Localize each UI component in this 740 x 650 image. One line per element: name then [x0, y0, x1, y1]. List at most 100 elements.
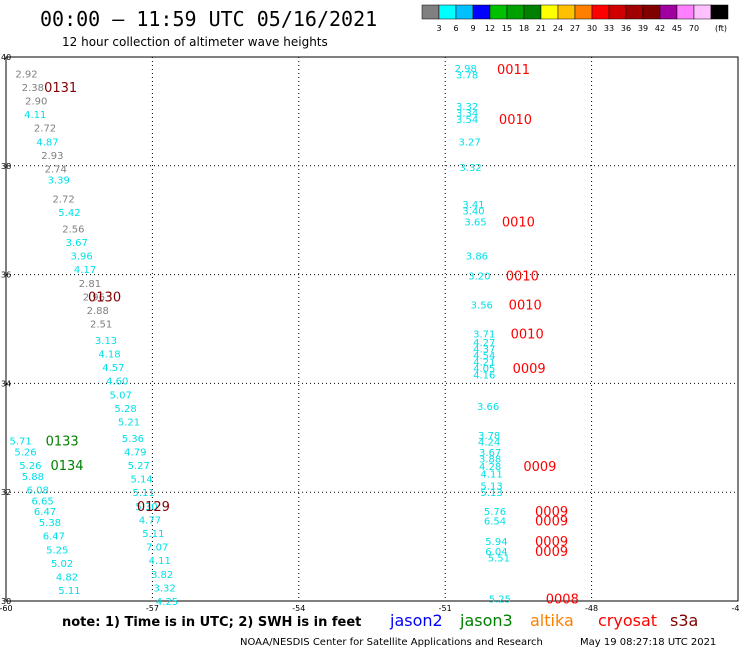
colorbar-swatch [693, 4, 712, 20]
swh-point: 3.67 [66, 238, 88, 249]
colorbar-swatch [523, 4, 542, 20]
swh-point: 6.54 [484, 516, 506, 527]
swh-point: 3.54 [456, 115, 478, 126]
pass-number-label: 0008 [546, 592, 579, 607]
swh-point: 3.40 [462, 206, 484, 217]
legend-altika: altika [530, 611, 574, 630]
colorbar-swatch [676, 4, 695, 20]
y-tick-label: 32 [1, 488, 11, 497]
pass-number-label: 0010 [509, 299, 542, 314]
colorbar-tick-label: 70 [689, 24, 699, 33]
colorbar-tick-label: 15 [502, 24, 512, 33]
swh-point: 7.07 [146, 543, 168, 554]
swh-point: 4.11 [24, 110, 46, 121]
swh-point: 4.54 [473, 351, 495, 362]
colorbar-swatch [540, 4, 559, 20]
swh-point: 2.51 [90, 320, 112, 331]
swh-point: 5.26 [14, 447, 36, 458]
swh-point: 5.14 [131, 475, 153, 486]
swh-point: 4.57 [102, 363, 124, 374]
pass-number-label: 0011 [497, 63, 530, 78]
pass-number-label: 0010 [502, 215, 535, 230]
swh-point: 4.79 [124, 447, 146, 458]
swh-point: 3.65 [464, 217, 486, 228]
swh-point: 3.96 [71, 252, 93, 263]
swh-point: 2.96 [83, 292, 105, 303]
swh-point: 4.82 [56, 573, 78, 584]
page-subtitle: 12 hour collection of altimeter wave hei… [62, 35, 328, 49]
swh-point: 2.92 [15, 69, 37, 80]
colorbar-swatch [421, 4, 440, 20]
y-tick-label: 36 [1, 271, 11, 280]
pass-number-label: 0134 [50, 459, 83, 474]
pass-number-label: 0009 [523, 460, 556, 475]
swh-point: 5.51 [488, 553, 510, 564]
swh-point: 3.78 [478, 431, 500, 442]
swh-point: 4.05 [473, 364, 495, 375]
swh-point: 5.11 [142, 529, 164, 540]
swh-point: 5.28 [114, 404, 136, 415]
swh-point: 5.07 [110, 390, 132, 401]
swh-point: 4.27 [473, 338, 495, 349]
colorbar-tick-label: 36 [621, 24, 631, 33]
swh-point: 5.94 [485, 537, 507, 548]
legend-cryosat: cryosat [598, 611, 657, 630]
satellite-legend: jason2 jason3 altika cryosat s3a [389, 611, 698, 630]
swh-point: 5.02 [51, 559, 73, 570]
footer-credit: NOAA/NESDIS Center for Satellite Applica… [240, 637, 543, 648]
legend-s3a: s3a [670, 611, 698, 630]
pass-number-label: 0010 [511, 327, 544, 342]
swh-point: 4.77 [139, 515, 161, 526]
colorbar-swatch [557, 4, 576, 20]
colorbar-tick-label: 42 [655, 24, 665, 33]
colorbar-legend: 3 6 9 12 15 18 21 24 27 30 33 36 39 42 45 70 (ft) [421, 4, 729, 33]
colorbar-swatch [455, 4, 474, 20]
swh-point: 4.28 [479, 462, 501, 473]
x-tick-label: -54 [292, 604, 305, 613]
pass-number-label: 0009 [513, 362, 546, 377]
colorbar-unit: (ft) [715, 24, 727, 33]
swh-point: 5.71 [10, 437, 32, 448]
colorbar-swatch [489, 4, 508, 20]
plot-frame [5, 56, 739, 602]
swh-point: 3.32 [153, 583, 175, 594]
swh-point: 3.27 [458, 137, 480, 148]
colorbar-swatch [438, 4, 457, 20]
swh-point: 6.47 [43, 532, 65, 543]
pass-number-label: 0133 [46, 435, 79, 450]
pass-number-label: 0009 [535, 514, 568, 529]
swh-point: 5.11 [132, 488, 154, 499]
colorbar-tick-label: 6 [453, 24, 458, 33]
colorbar-tick-label: 24 [553, 24, 563, 33]
colorbar-tick-label: 30 [587, 24, 597, 33]
swh-point: 6.08 [27, 485, 49, 496]
colorbar-swatch [472, 4, 491, 20]
swh-point: 2.81 [79, 279, 101, 290]
swh-point: 5.21 [118, 417, 140, 428]
swh-point: 4.21 [473, 358, 495, 369]
swh-point: 3.67 [479, 448, 501, 459]
swh-point: 5.88 [22, 472, 44, 483]
swh-point: 2.90 [25, 97, 47, 108]
swh-point: 5.13 [480, 482, 502, 493]
colorbar-swatch [608, 4, 627, 20]
x-tick-label: -57 [146, 604, 159, 613]
swh-point: 5.26 [19, 461, 41, 472]
swh-point: 2.72 [34, 124, 56, 135]
swh-point: 4.60 [106, 377, 128, 388]
y-tick-label: 30 [1, 597, 11, 606]
swh-point: 2.98 [455, 64, 477, 75]
swh-point: 5.42 [58, 208, 80, 219]
pass-number-label: 0130 [88, 290, 121, 305]
swh-point: 5.27 [128, 461, 150, 472]
footer-timestamp: May 19 08:27:18 UTC 2021 [580, 637, 716, 648]
y-tick-label: 40 [1, 53, 11, 62]
swh-point: 6.47 [34, 507, 56, 518]
page-title: 00:00 – 11:59 UTC 05/16/2021 [40, 7, 377, 31]
swh-point: 4.25 [156, 597, 178, 608]
colorbar-tick-label: 18 [519, 24, 529, 33]
pass-number-label: 0009 [535, 535, 568, 550]
swh-point: 3.71 [473, 329, 495, 340]
x-tick-label: -51 [439, 604, 452, 613]
swh-point: 3.66 [477, 402, 499, 413]
